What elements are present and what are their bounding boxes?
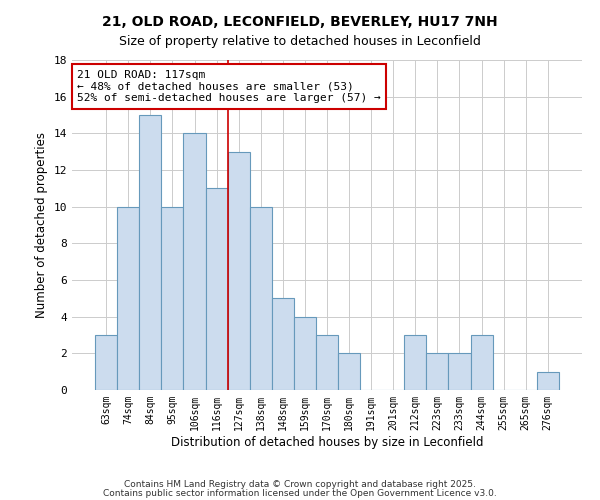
Bar <box>338 354 360 390</box>
Y-axis label: Number of detached properties: Number of detached properties <box>35 132 48 318</box>
Bar <box>161 206 184 390</box>
Bar <box>272 298 294 390</box>
Text: 21, OLD ROAD, LECONFIELD, BEVERLEY, HU17 7NH: 21, OLD ROAD, LECONFIELD, BEVERLEY, HU17… <box>102 15 498 29</box>
Bar <box>227 152 250 390</box>
Bar <box>448 354 470 390</box>
Bar <box>139 115 161 390</box>
Text: Contains public sector information licensed under the Open Government Licence v3: Contains public sector information licen… <box>103 488 497 498</box>
Bar <box>294 316 316 390</box>
Bar <box>316 335 338 390</box>
Text: Size of property relative to detached houses in Leconfield: Size of property relative to detached ho… <box>119 35 481 48</box>
Text: 21 OLD ROAD: 117sqm
← 48% of detached houses are smaller (53)
52% of semi-detach: 21 OLD ROAD: 117sqm ← 48% of detached ho… <box>77 70 381 103</box>
Bar <box>427 354 448 390</box>
X-axis label: Distribution of detached houses by size in Leconfield: Distribution of detached houses by size … <box>171 436 483 448</box>
Bar <box>250 206 272 390</box>
Bar <box>95 335 117 390</box>
Bar <box>206 188 227 390</box>
Bar <box>404 335 427 390</box>
Bar <box>537 372 559 390</box>
Bar <box>117 206 139 390</box>
Bar <box>470 335 493 390</box>
Text: Contains HM Land Registry data © Crown copyright and database right 2025.: Contains HM Land Registry data © Crown c… <box>124 480 476 489</box>
Bar <box>184 134 206 390</box>
